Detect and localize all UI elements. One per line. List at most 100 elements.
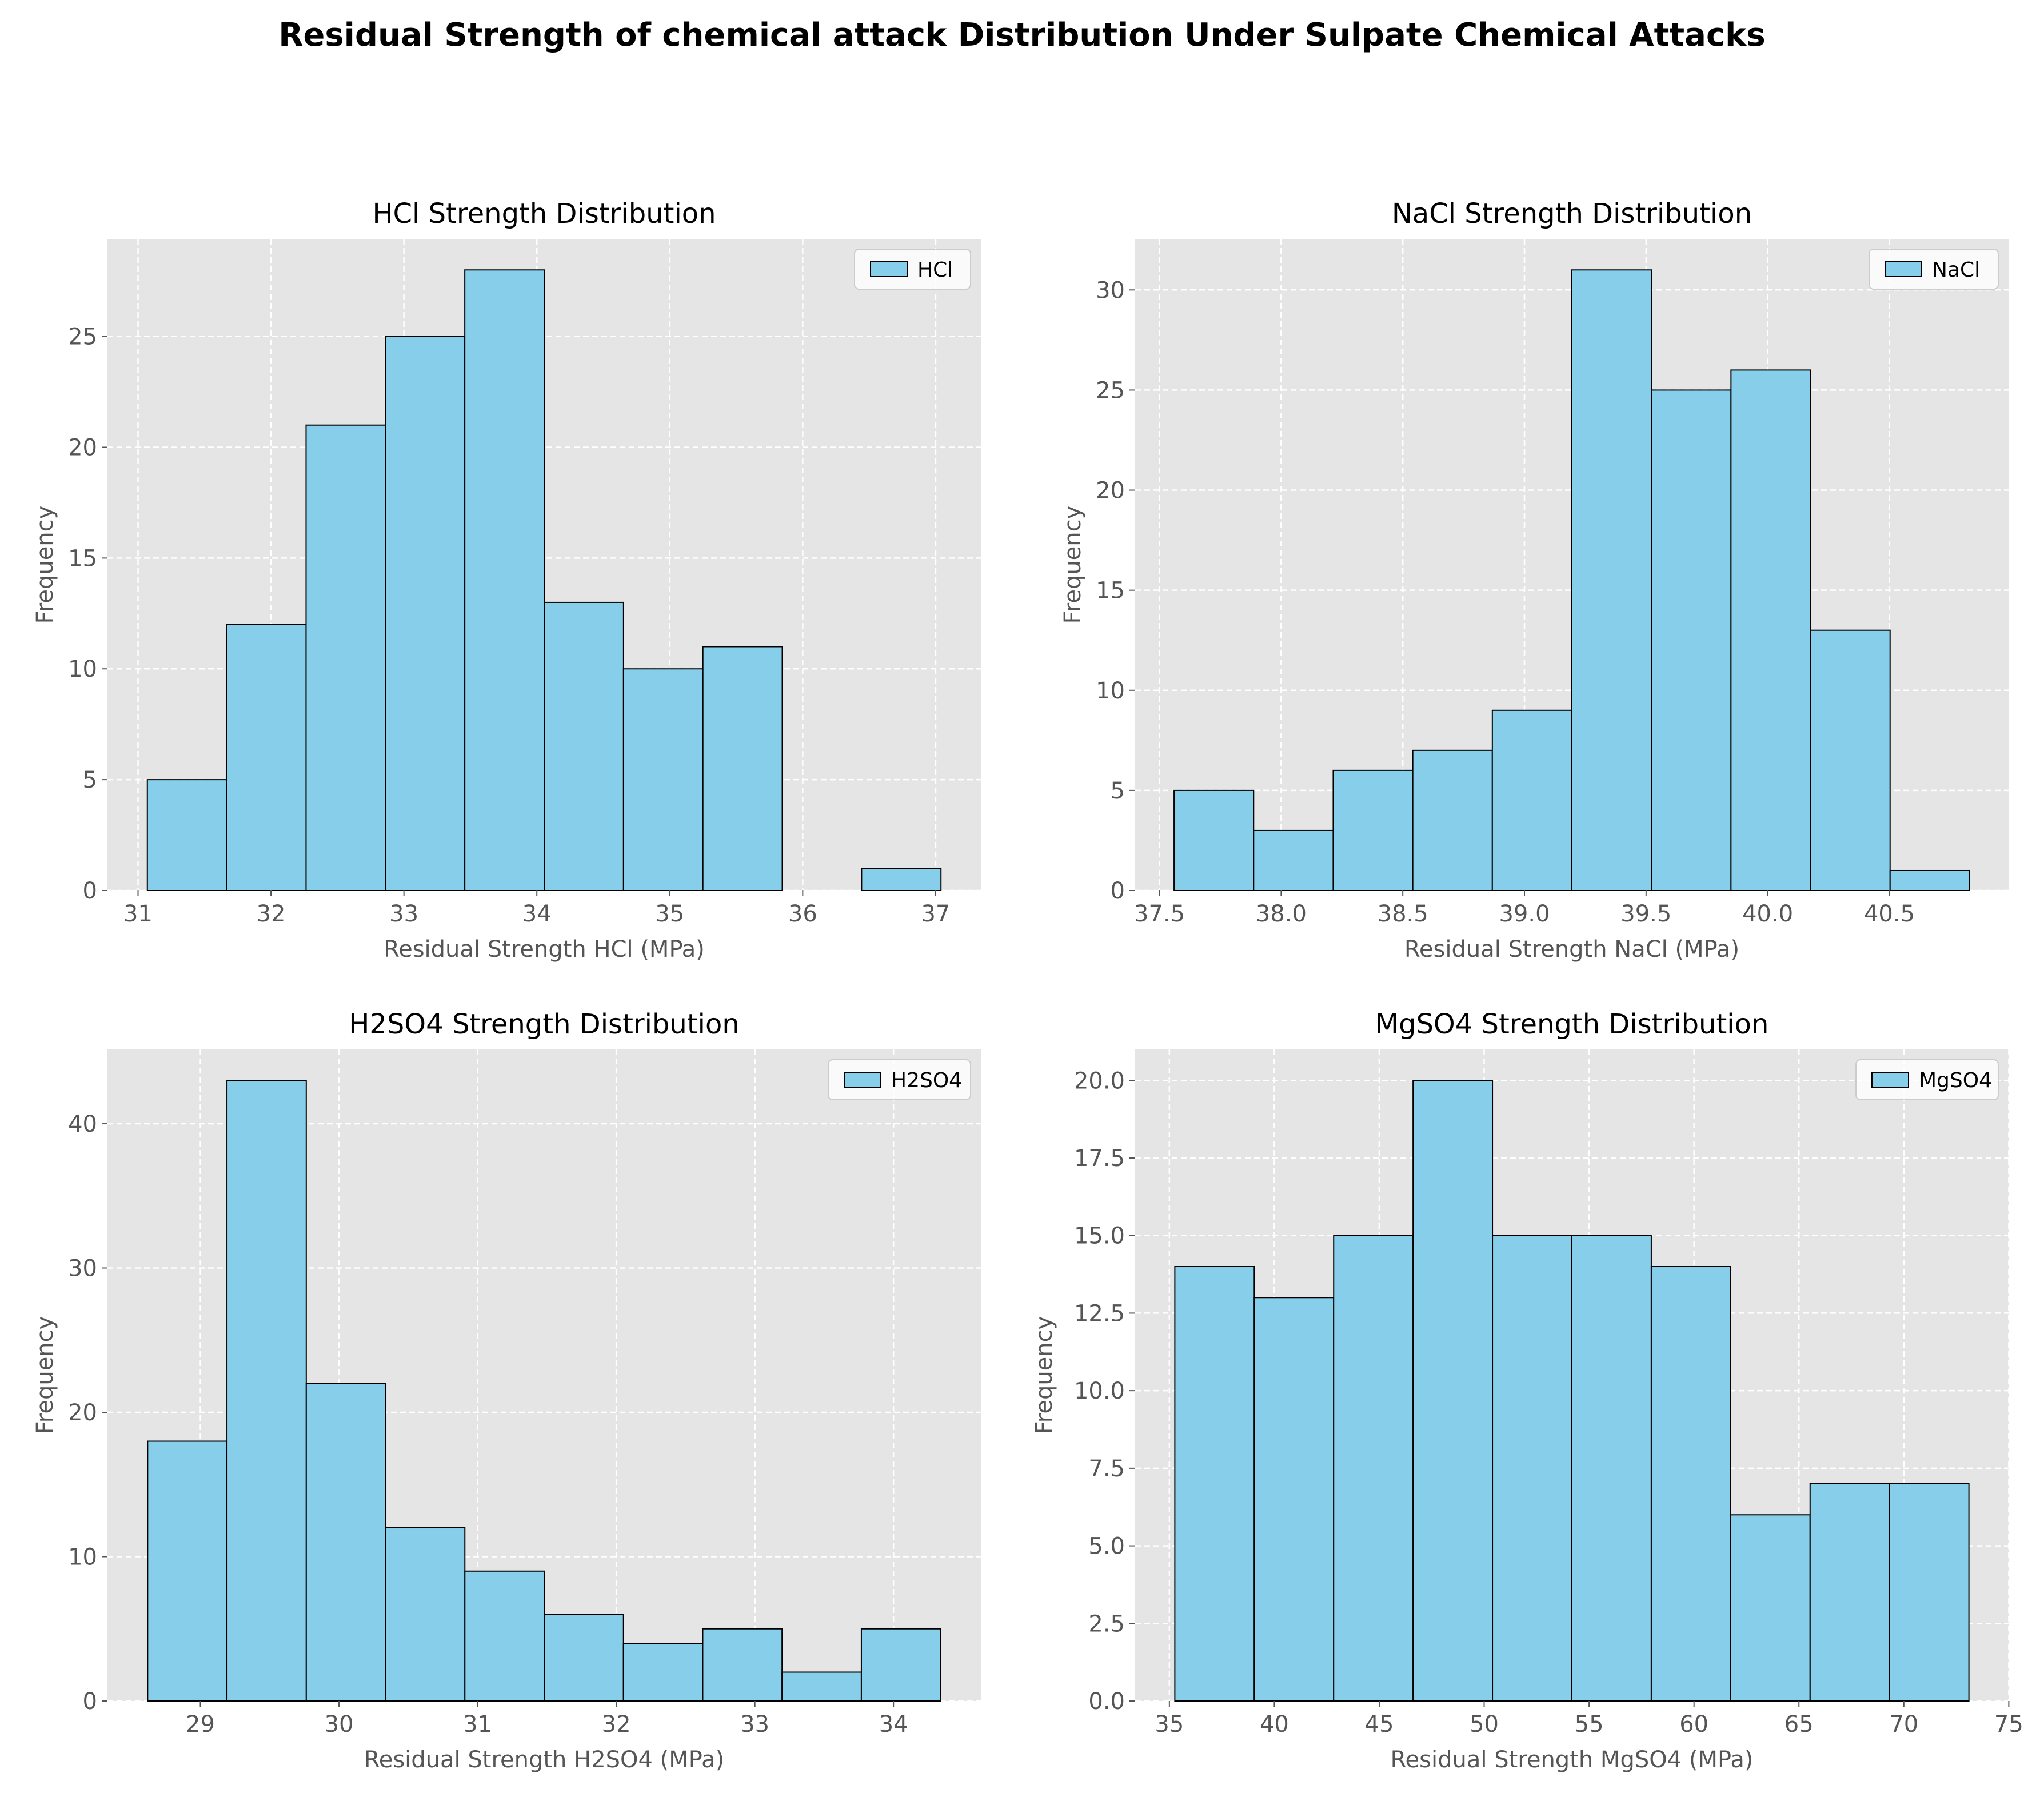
y-axis-label: Frequency [32,506,58,624]
x-tick-label: 34 [522,901,552,927]
legend-swatch [1871,1072,1909,1088]
x-tick-label: 39.5 [1620,901,1671,927]
x-tick-label: 40.5 [1864,901,1915,927]
histogram-bar [1491,709,1573,891]
histogram-bar [1571,269,1652,891]
y-tick-label: 10 [68,656,97,682]
histogram-bar [622,1643,704,1702]
legend-swatch [870,261,908,277]
y-tick-label: 17.5 [1074,1145,1125,1172]
legend: NaCl [1869,249,1999,290]
subplot-nacl: 37.5 38.0 38.5 39.0 39.5 40.0 40.5 0 5 10 15 20 25 30… [1060,198,2009,963]
x-tick-label: 37.5 [1134,901,1185,927]
x-tick-label: 36 [788,901,817,927]
y-tick-label: 0.0 [1088,1688,1125,1715]
x-tick-label: 50 [1470,1711,1499,1738]
x-tick-label: 31 [123,901,153,927]
subplot-h2so4: 29 30 31 32 33 34 0 10 20 30 40 H2SO4 Strength Dist… [32,1008,981,1773]
histogram-bar [464,1570,545,1702]
histogram-bar [1889,869,1970,891]
histogram-bar [226,624,307,891]
histogram-bar [1651,389,1732,891]
subplot-hcl: 31 32 33 34 35 36 37 0 5 10 15 20 25 HCl Strength Dis… [32,198,981,963]
y-tick-label: 40 [68,1111,97,1137]
histogram-bar [702,1628,783,1702]
y-tick-label: 0 [83,1688,97,1715]
y-tick-label: 20.0 [1074,1068,1125,1094]
histogram-bar [1810,629,1891,891]
histogram-bar [1809,1483,1890,1702]
x-tick-label: 32 [602,1711,631,1738]
y-tick-label: 15 [68,545,97,572]
histogram-bar [305,1383,386,1702]
y-tick-label: 0 [83,878,97,904]
histogram-bar [305,424,386,891]
histogram-bar [861,868,942,891]
x-tick-label: 45 [1365,1711,1394,1738]
histogram-bar [1730,369,1811,891]
legend-label: NaCl [1932,258,1980,282]
x-tick-label: 60 [1679,1711,1708,1738]
histogram-bar [226,1080,307,1702]
subplot-title: HCl Strength Distribution [372,198,716,230]
legend-swatch [1885,261,1922,277]
histogram-bar [146,779,227,891]
histogram-bar [1730,1514,1811,1702]
y-tick-label: 15.0 [1074,1223,1125,1249]
y-tick-label: 10 [68,1544,97,1571]
x-tick-label: 40 [1260,1711,1289,1738]
x-tick-label: 31 [463,1711,492,1738]
legend: H2SO4 [828,1059,971,1100]
x-tick-label: 37 [921,901,950,927]
x-tick-label: 33 [740,1711,769,1738]
x-axis-label: Residual Strength H2SO4 (MPa) [364,1747,725,1773]
legend-label: H2SO4 [891,1069,962,1092]
histogram-bar [1174,1266,1255,1702]
histogram-bar [544,601,624,891]
y-axis-label: Frequency [1060,506,1086,624]
x-tick-label: 38.5 [1378,901,1428,927]
y-tick-label: 5 [1111,778,1125,804]
x-tick-label: 33 [389,901,418,927]
subplot-grid: 31 32 33 34 35 36 37 0 5 10 15 20 25 HCl Strength Dis… [32,198,2023,1773]
y-tick-label: 5 [83,767,97,793]
x-tick-label: 75 [1994,1711,2023,1738]
legend-frame [1855,1059,1999,1100]
histogram-bar [1333,1235,1414,1702]
y-tick-label: 25 [1096,377,1125,404]
subplot-title: H2SO4 Strength Distribution [349,1008,740,1040]
y-tick-label: 30 [1096,277,1125,304]
y-axis-label: Frequency [32,1316,58,1435]
y-tick-label: 30 [68,1256,97,1282]
y-tick-label: 7.5 [1088,1456,1125,1482]
y-axis-label: Frequency [1031,1316,1057,1435]
x-tick-label: 65 [1784,1711,1814,1738]
x-tick-label: 30 [325,1711,354,1738]
legend-frame [828,1059,971,1100]
legend-swatch [844,1072,881,1088]
x-tick-label: 39.0 [1499,901,1550,927]
histogram-bar [1571,1235,1652,1702]
y-tick-label: 10 [1096,678,1125,704]
histogram-bar [781,1671,862,1702]
histogram-bar [385,336,466,891]
legend-frame [854,249,971,290]
histogram-bar [385,1527,466,1702]
histogram-bar [1253,1297,1335,1702]
y-tick-label: 2.5 [1088,1611,1125,1637]
histogram-bar [1332,769,1414,891]
histogram-bar [622,668,704,891]
subplot-title: NaCl Strength Distribution [1392,198,1752,230]
y-tick-label: 20 [68,1400,97,1426]
figure-title: Residual Strength of chemical attack Dis… [278,17,1765,54]
histogram-bar [464,269,545,891]
histogram-bar [860,1628,941,1702]
histogram-bar [1889,1483,1970,1702]
x-tick-label: 35 [655,901,684,927]
subplot-title: MgSO4 Strength Distribution [1375,1008,1769,1040]
legend-frame [1869,249,1999,290]
y-tick-label: 20 [1096,478,1125,504]
legend-label: HCl [917,258,953,282]
legend: HCl [854,249,971,290]
